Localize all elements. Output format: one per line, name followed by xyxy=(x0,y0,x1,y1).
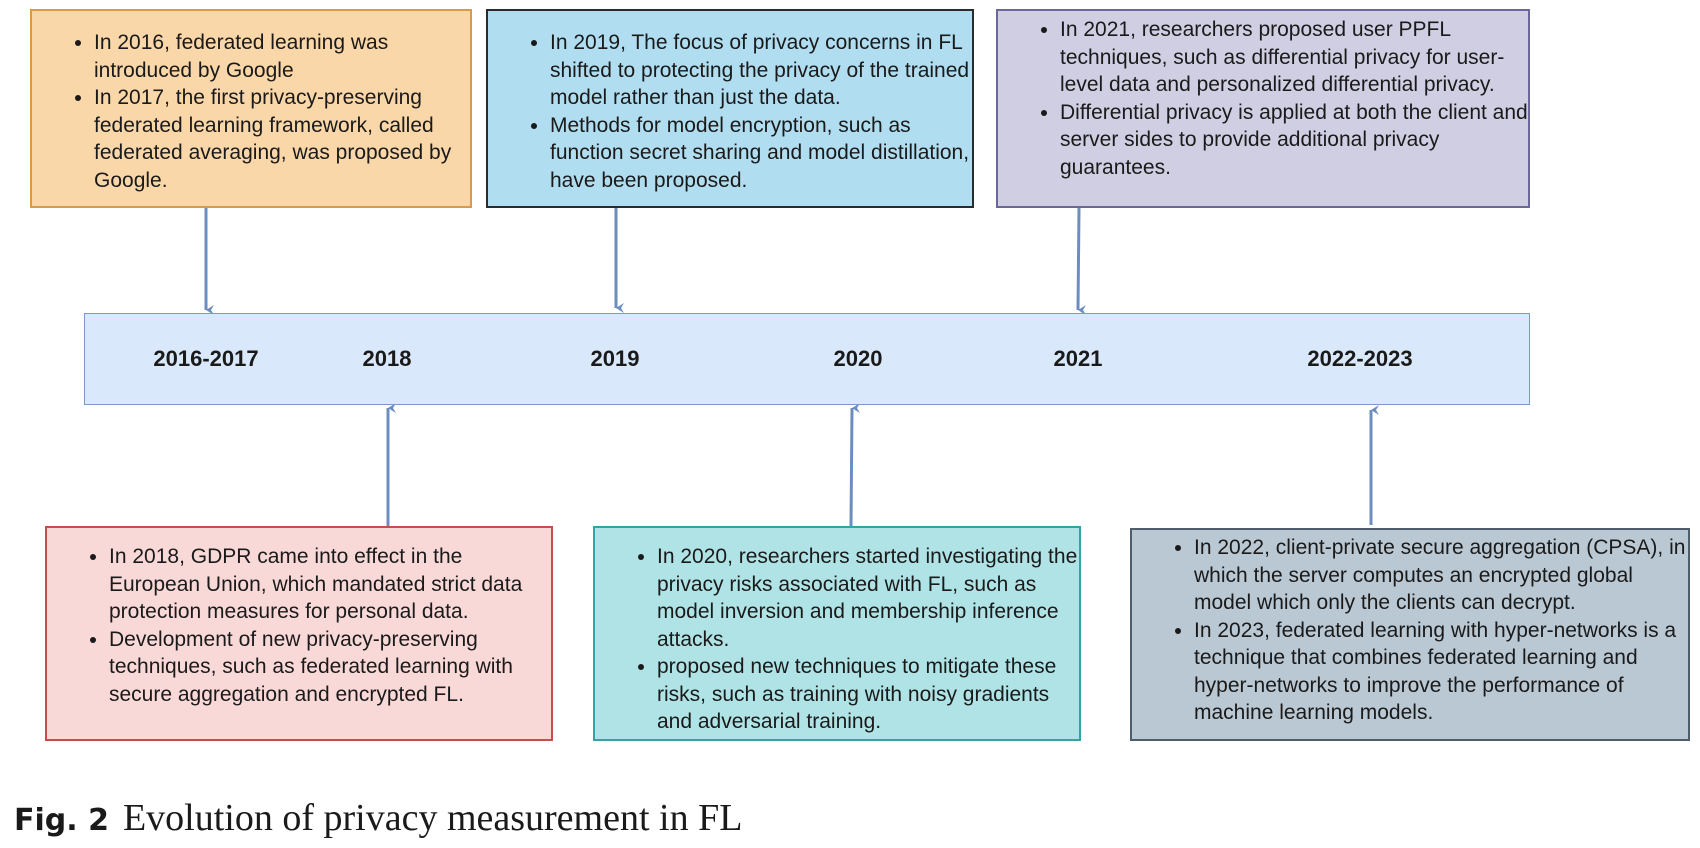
arrow-2021-down xyxy=(1076,207,1087,316)
event-item: In 2021, researchers proposed user PPFL … xyxy=(1060,16,1528,99)
event-item: In 2017, the first privacy-preserving fe… xyxy=(94,84,470,194)
event-box-2022-2023: In 2022, client-private secure aggregati… xyxy=(1130,528,1690,741)
arrow-2020-up xyxy=(849,403,861,527)
event-item: In 2019, The focus of privacy concerns i… xyxy=(550,29,972,112)
event-item: In 2016, federated learning was introduc… xyxy=(94,29,470,84)
event-item: In 2018, GDPR came into effect in the Eu… xyxy=(109,543,551,626)
year-label-2022-2023: 2022-2023 xyxy=(1307,346,1413,371)
year-label-2021: 2021 xyxy=(1053,346,1103,371)
event-item: Differential privacy is applied at both … xyxy=(1060,99,1528,182)
figure-label: Fig. 2 xyxy=(14,803,109,838)
event-box-2019: In 2019, The focus of privacy concerns i… xyxy=(486,9,974,208)
event-item: Development of new privacy-preserving te… xyxy=(109,626,551,709)
event-item: In 2020, researchers started investigati… xyxy=(657,543,1079,653)
event-item: In 2023, federated learning with hyper-n… xyxy=(1194,617,1688,727)
timeline-bar xyxy=(84,313,1530,405)
event-box-2018: In 2018, GDPR came into effect in the Eu… xyxy=(45,526,553,741)
event-box-2016-2017: In 2016, federated learning was introduc… xyxy=(30,9,472,208)
year-label-2016-2017: 2016-2017 xyxy=(153,346,259,371)
year-label-2018: 2018 xyxy=(362,346,412,371)
figure-caption: Fig. 2 Evolution of privacy measurement i… xyxy=(14,796,742,840)
year-label-2020: 2020 xyxy=(833,346,883,371)
event-box-2021: In 2021, researchers proposed user PPFL … xyxy=(996,9,1530,208)
event-box-2020: In 2020, researchers started investigati… xyxy=(593,526,1081,741)
caption-text: Evolution of privacy measurement in FL xyxy=(122,797,743,839)
event-item: Methods for model encryption, such as fu… xyxy=(550,112,972,195)
event-item: proposed new techniques to mitigate thes… xyxy=(657,653,1079,736)
year-label-2019: 2019 xyxy=(590,346,640,371)
event-item: In 2022, client-private secure aggregati… xyxy=(1194,534,1688,617)
